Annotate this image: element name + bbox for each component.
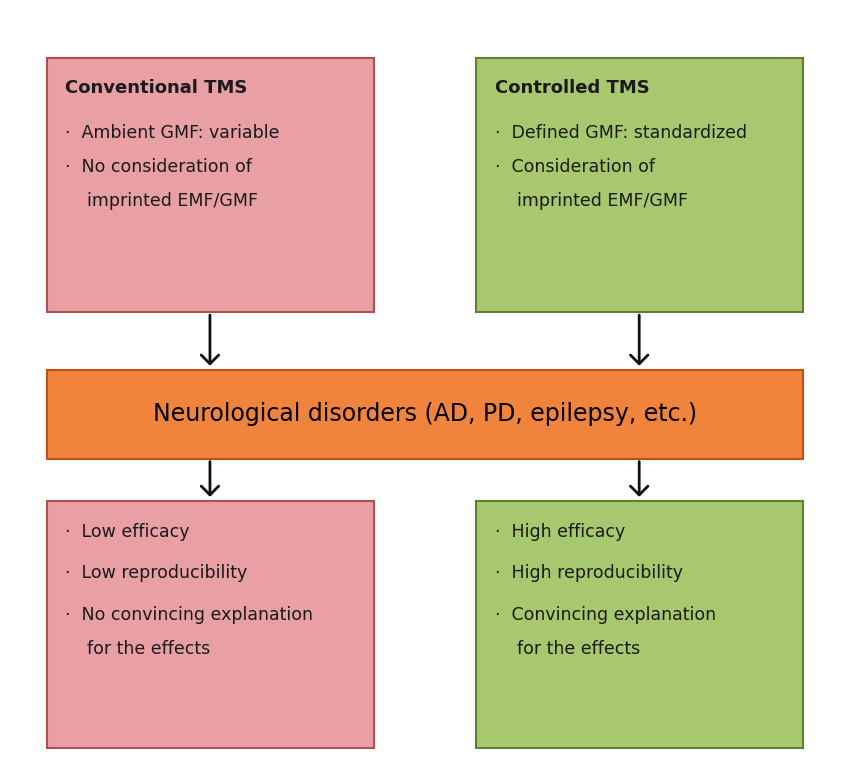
- Text: ·  Low reproducibility: · Low reproducibility: [65, 564, 247, 582]
- Text: Neurological disorders (AD, PD, epilepsy, etc.): Neurological disorders (AD, PD, epilepsy…: [153, 402, 697, 426]
- FancyBboxPatch shape: [476, 58, 803, 312]
- Text: for the effects: for the effects: [495, 640, 640, 658]
- FancyBboxPatch shape: [47, 370, 803, 459]
- Text: imprinted EMF/GMF: imprinted EMF/GMF: [65, 192, 258, 210]
- Text: ·  No convincing explanation: · No convincing explanation: [65, 606, 314, 624]
- FancyBboxPatch shape: [47, 58, 374, 312]
- FancyBboxPatch shape: [47, 501, 374, 748]
- Text: for the effects: for the effects: [65, 640, 211, 658]
- Text: ·  Defined GMF: standardized: · Defined GMF: standardized: [495, 124, 747, 142]
- Text: ·  No consideration of: · No consideration of: [65, 158, 252, 176]
- Text: Conventional TMS: Conventional TMS: [65, 79, 248, 97]
- Text: imprinted EMF/GMF: imprinted EMF/GMF: [495, 192, 688, 210]
- Text: ·  Ambient GMF: variable: · Ambient GMF: variable: [65, 124, 280, 142]
- Text: ·  Low efficacy: · Low efficacy: [65, 523, 190, 540]
- Text: ·  High reproducibility: · High reproducibility: [495, 564, 683, 582]
- FancyBboxPatch shape: [476, 501, 803, 748]
- Text: ·  High efficacy: · High efficacy: [495, 523, 625, 540]
- Text: Controlled TMS: Controlled TMS: [495, 79, 649, 97]
- Text: ·  Consideration of: · Consideration of: [495, 158, 654, 176]
- Text: ·  Convincing explanation: · Convincing explanation: [495, 606, 716, 624]
